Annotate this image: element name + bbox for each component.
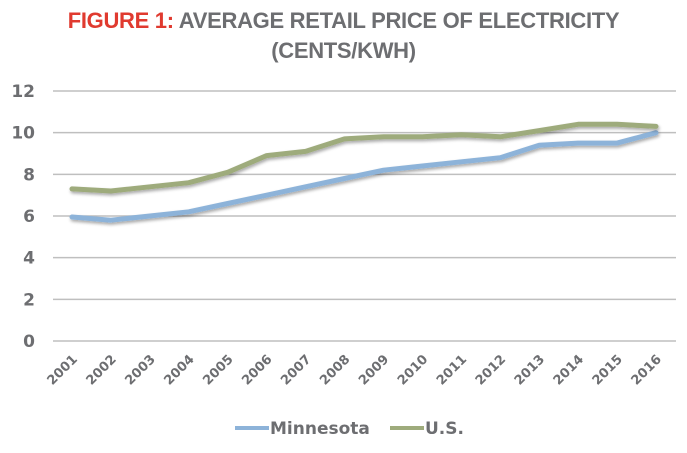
y-tick-label: 4: [23, 249, 35, 269]
x-tick-label: 2005: [200, 352, 236, 388]
chart-title-line-1: FIGURE 1: AVERAGE RETAIL PRICE OF ELECTR…: [0, 8, 687, 34]
x-tick-label: 2010: [395, 352, 431, 388]
x-tick-label: 2003: [123, 352, 159, 388]
y-tick-label: 2: [23, 290, 35, 310]
series-line-u-s: [69, 121, 659, 194]
x-tick-label: 2001: [45, 352, 81, 388]
legend-label-u-s: U.S.: [425, 419, 464, 439]
y-tick-label: 6: [23, 207, 35, 227]
chart-title-text: AVERAGE RETAIL PRICE OF ELECTRICITY: [173, 8, 620, 33]
chart-title-line-2: (CENTS/KWH): [271, 38, 416, 63]
series-lines: [69, 121, 659, 223]
y-tick-label: 12: [11, 82, 35, 102]
y-tick-label: 0: [23, 332, 35, 352]
x-tick-label: 2007: [278, 352, 314, 388]
x-tick-label: 2004: [161, 352, 197, 388]
x-axis-ticks: 2001 2002 2003 2004 2005 2006 2007 2008 2009 2010…: [45, 352, 665, 388]
x-tick-label: 2008: [317, 352, 353, 388]
x-tick-label: 2002: [84, 352, 120, 388]
x-tick-label: 2013: [512, 352, 548, 388]
y-tick-label: 10: [11, 124, 35, 144]
x-tick-label: 2016: [629, 352, 665, 388]
x-tick-label: 2014: [551, 352, 587, 388]
legend-label-minnesota: Minnesota: [270, 419, 370, 439]
y-axis-ticks: 0 2 4 6 8 10 12: [11, 82, 35, 352]
y-tick-label: 8: [23, 165, 35, 185]
series-line-minnesota: [69, 130, 659, 223]
legend: Minnesota U.S.: [235, 419, 464, 439]
x-tick-label: 2015: [590, 352, 626, 388]
x-tick-label: 2012: [473, 352, 509, 388]
x-tick-label: 2009: [356, 352, 392, 388]
figure-label: FIGURE 1:: [67, 8, 174, 33]
x-tick-label: 2011: [434, 352, 470, 388]
x-tick-label: 2006: [239, 352, 275, 388]
